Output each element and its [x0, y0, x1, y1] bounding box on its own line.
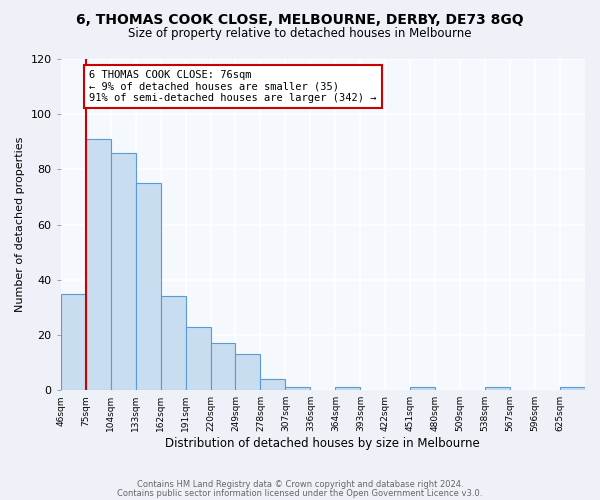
- Text: 6 THOMAS COOK CLOSE: 76sqm
← 9% of detached houses are smaller (35)
91% of semi-: 6 THOMAS COOK CLOSE: 76sqm ← 9% of detac…: [89, 70, 377, 103]
- Text: Size of property relative to detached houses in Melbourne: Size of property relative to detached ho…: [128, 28, 472, 40]
- X-axis label: Distribution of detached houses by size in Melbourne: Distribution of detached houses by size …: [166, 437, 480, 450]
- Text: Contains HM Land Registry data © Crown copyright and database right 2024.: Contains HM Land Registry data © Crown c…: [137, 480, 463, 489]
- Bar: [211, 344, 235, 390]
- Text: Contains public sector information licensed under the Open Government Licence v3: Contains public sector information licen…: [118, 488, 482, 498]
- Text: 6, THOMAS COOK CLOSE, MELBOURNE, DERBY, DE73 8GQ: 6, THOMAS COOK CLOSE, MELBOURNE, DERBY, …: [76, 12, 524, 26]
- Bar: [110, 153, 136, 390]
- Y-axis label: Number of detached properties: Number of detached properties: [15, 137, 25, 312]
- Bar: [485, 388, 510, 390]
- Bar: [286, 388, 310, 390]
- Bar: [335, 388, 361, 390]
- Bar: [185, 326, 211, 390]
- Bar: [235, 354, 260, 390]
- Bar: [136, 183, 161, 390]
- Bar: [560, 388, 585, 390]
- Bar: [61, 294, 86, 390]
- Bar: [86, 139, 110, 390]
- Bar: [161, 296, 185, 390]
- Bar: [260, 379, 286, 390]
- Bar: [410, 388, 435, 390]
